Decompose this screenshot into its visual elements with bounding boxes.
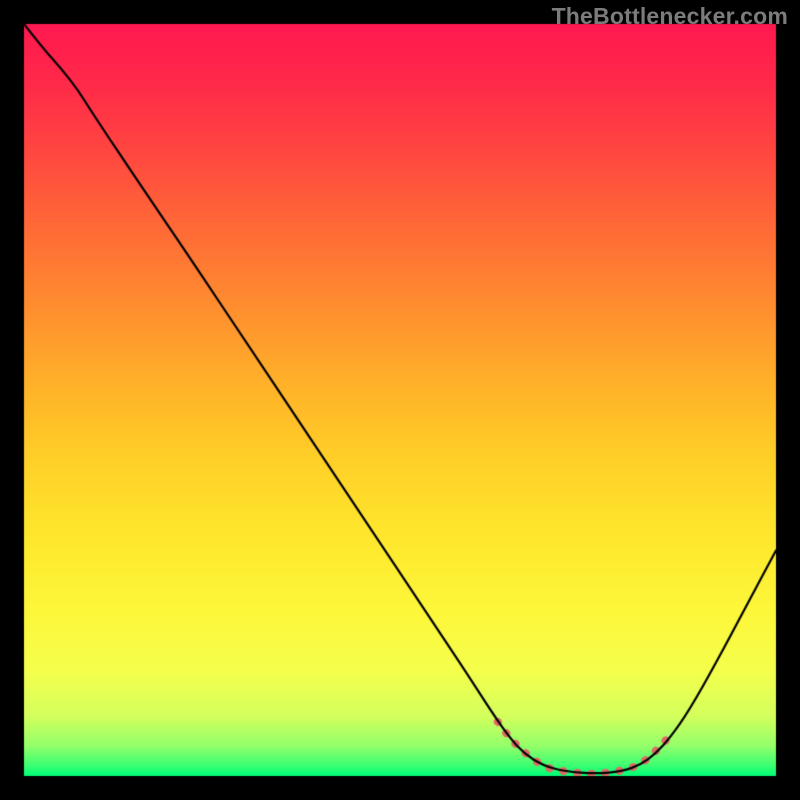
- bottleneck-curve-chart: [0, 0, 800, 800]
- chart-container: TheBottlenecker.com: [0, 0, 800, 800]
